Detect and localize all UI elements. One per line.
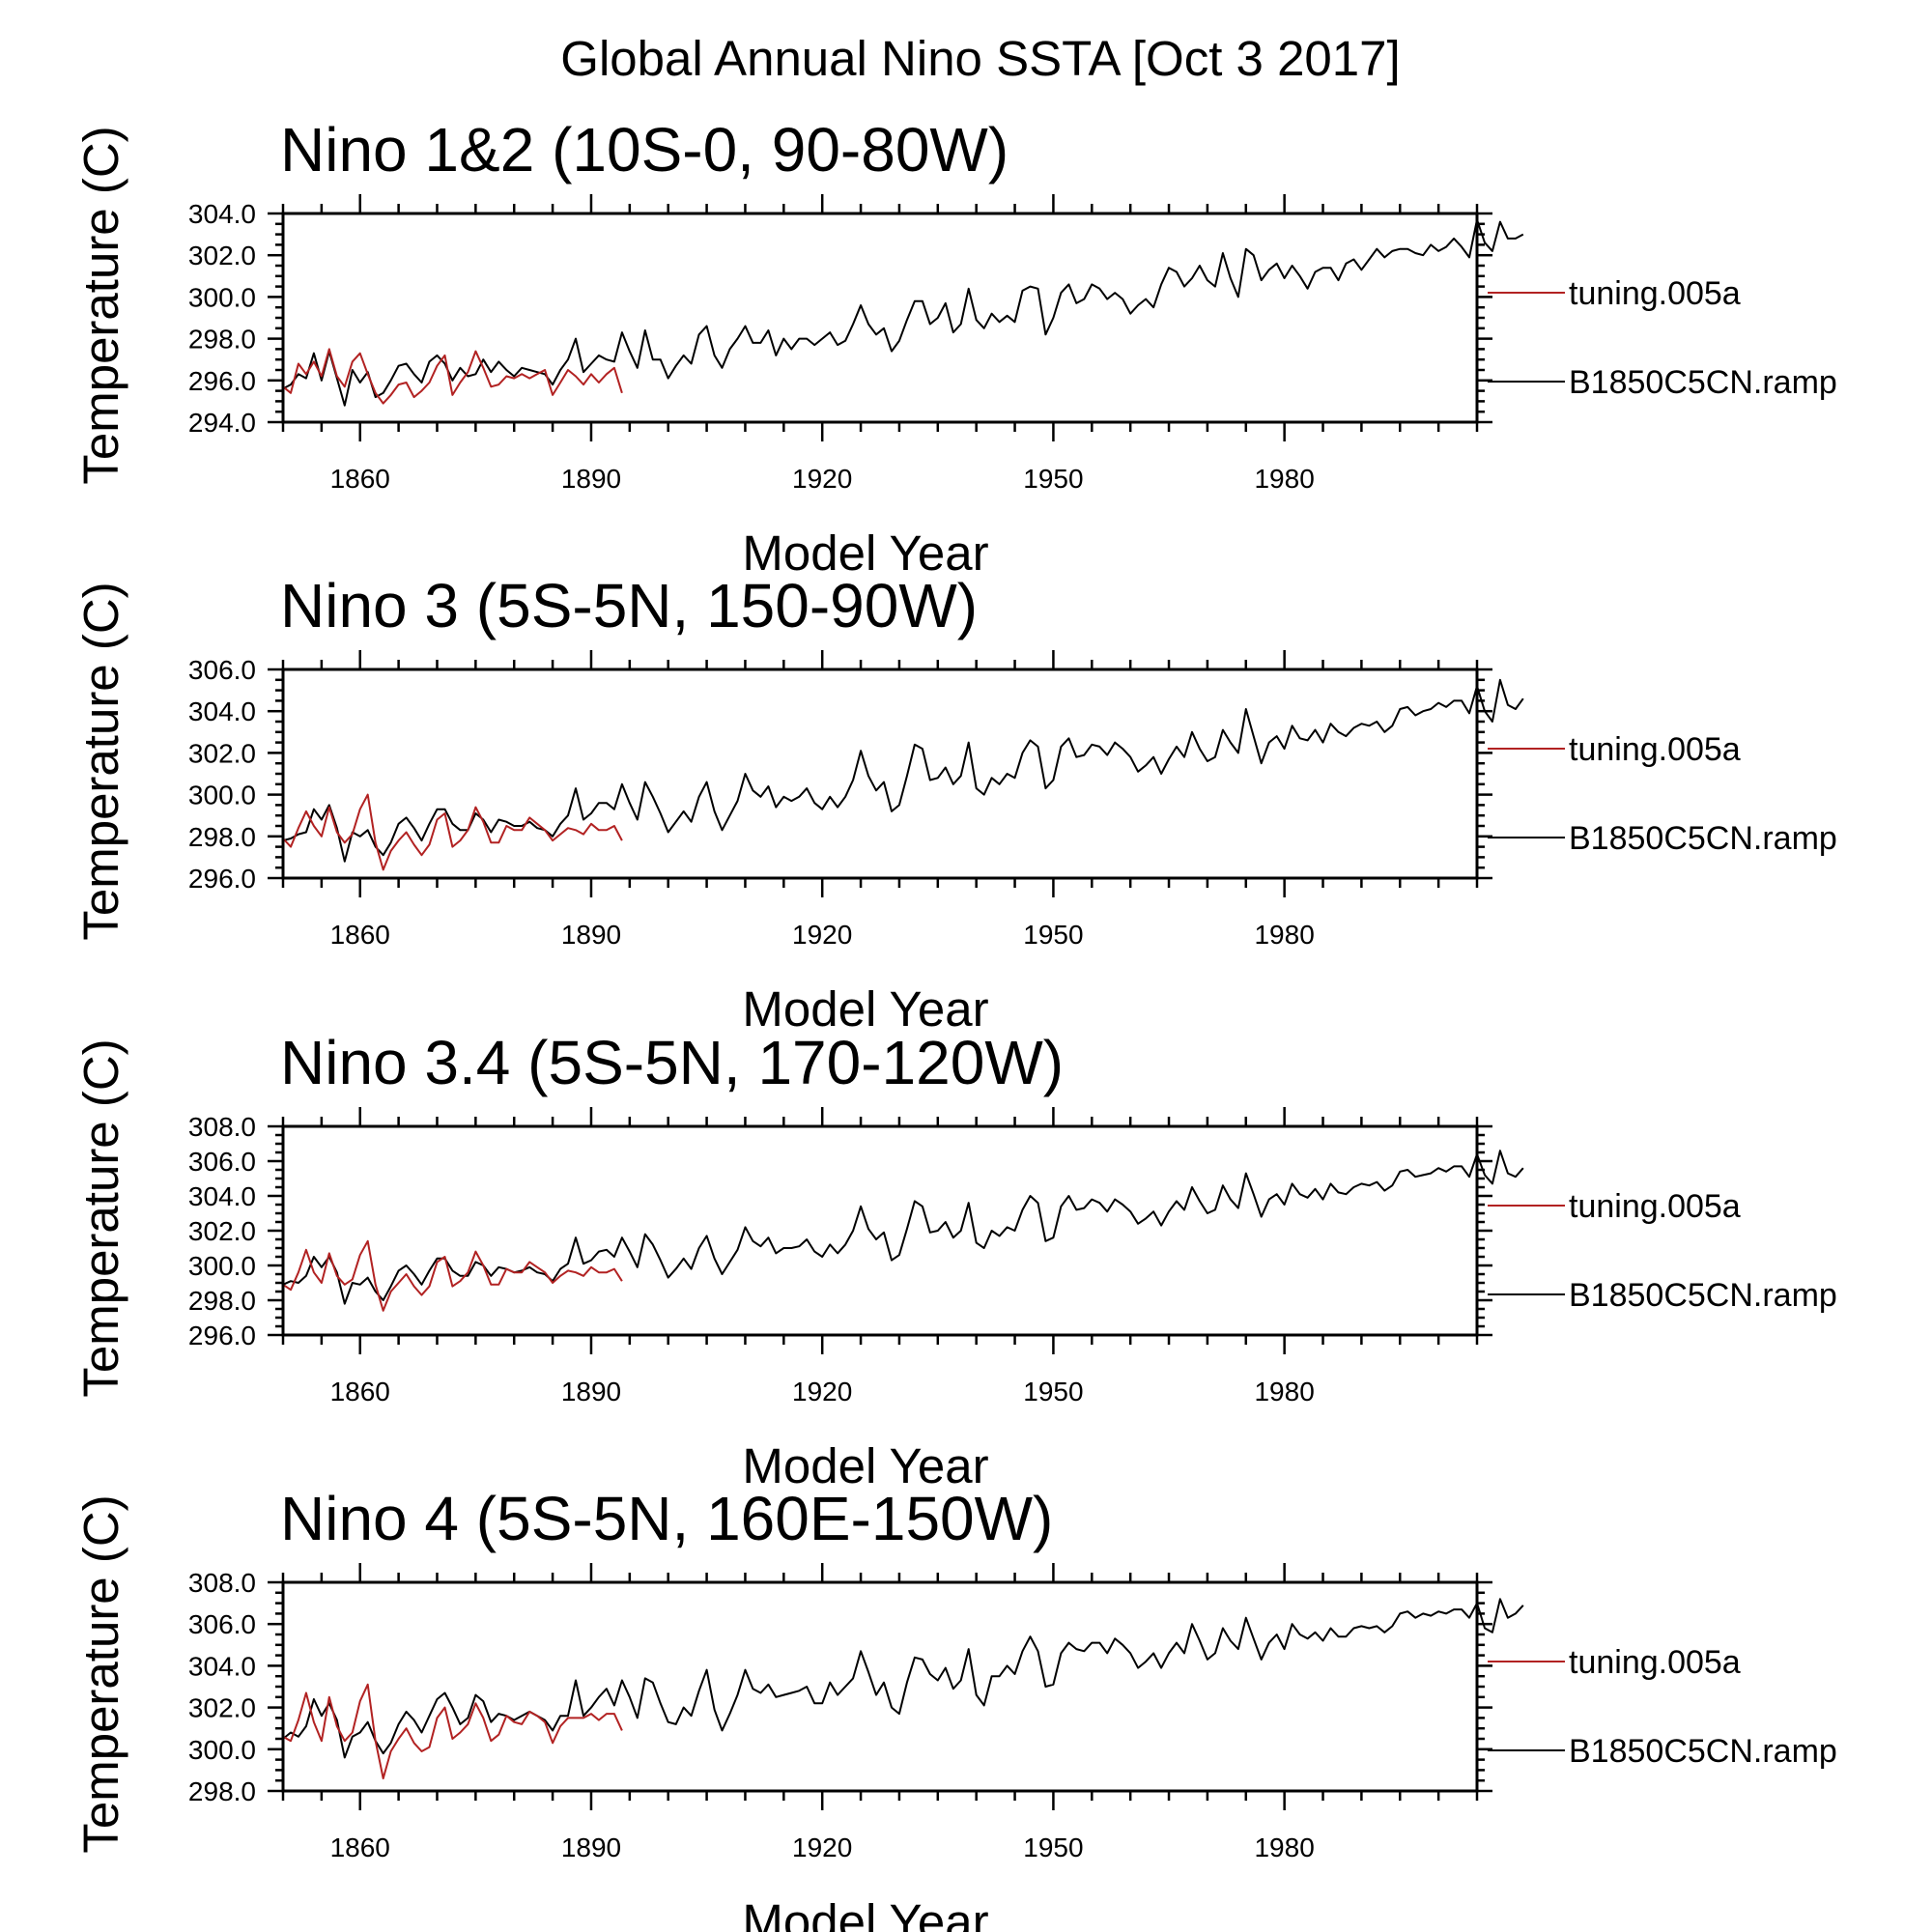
x-tick-label: 1920 bbox=[792, 1833, 852, 1862]
legend-label: tuning.005a bbox=[1569, 275, 1741, 312]
x-tick-label: 1950 bbox=[1023, 1377, 1083, 1406]
legend: tuning.005a B1850C5CN.ramp bbox=[1488, 275, 1837, 401]
y-tick-label: 302.0 bbox=[188, 738, 256, 768]
y-tick-label: 304.0 bbox=[188, 1181, 256, 1211]
legend-label: B1850C5CN.ramp bbox=[1569, 1277, 1837, 1314]
y-tick-label: 306.0 bbox=[188, 1609, 256, 1639]
y-axis-label: Temperature (C) bbox=[73, 1038, 128, 1397]
chart-panel-1: Nino 1&2 (10S-0, 90-80W) Temperature (C) M… bbox=[73, 115, 1837, 581]
x-tick-label: 1980 bbox=[1254, 1833, 1314, 1862]
x-axis-label: Model Year bbox=[742, 526, 988, 581]
legend: tuning.005a B1850C5CN.ramp bbox=[1488, 731, 1837, 857]
y-tick-label: 298.0 bbox=[188, 1286, 256, 1316]
plot-frame bbox=[281, 1580, 1479, 1793]
x-axis-label: Model Year bbox=[742, 1894, 988, 1932]
x-tick-label: 1980 bbox=[1254, 464, 1314, 494]
y-tick-label: 294.0 bbox=[188, 408, 256, 438]
x-tick-label: 1890 bbox=[561, 1377, 621, 1406]
axis-ticks bbox=[268, 1563, 1492, 1810]
series-line-b1850c5cn-ramp bbox=[282, 678, 1524, 863]
legend-label: tuning.005a bbox=[1569, 1188, 1741, 1225]
plot-frame bbox=[281, 212, 1479, 424]
y-tick-label: 298.0 bbox=[188, 325, 256, 355]
legend: tuning.005a B1850C5CN.ramp bbox=[1488, 1644, 1837, 1770]
panel-title: Nino 4 (5S-5N, 160E-150W) bbox=[280, 1484, 1053, 1553]
x-tick-label: 1920 bbox=[792, 464, 852, 494]
legend-label: B1850C5CN.ramp bbox=[1569, 364, 1837, 401]
y-tick-label: 296.0 bbox=[188, 864, 256, 894]
legend-label: tuning.005a bbox=[1569, 1644, 1741, 1681]
series-line-b1850c5cn-ramp bbox=[282, 218, 1524, 407]
x-tick-label: 1890 bbox=[561, 1833, 621, 1862]
legend-label: tuning.005a bbox=[1569, 731, 1741, 768]
x-axis-label: Model Year bbox=[742, 1438, 988, 1493]
x-axis-label: Model Year bbox=[742, 981, 988, 1037]
y-axis-label: Temperature (C) bbox=[73, 1494, 128, 1853]
series-line-tuning-005a bbox=[282, 1683, 623, 1779]
x-tick-label: 1950 bbox=[1023, 920, 1083, 950]
series-line-tuning-005a bbox=[282, 793, 623, 871]
series-line-b1850c5cn-ramp bbox=[282, 1598, 1524, 1759]
y-tick-label: 302.0 bbox=[188, 1693, 256, 1723]
axis-ticks bbox=[268, 650, 1492, 897]
y-tick-label: 298.0 bbox=[188, 1776, 256, 1806]
y-tick-label: 308.0 bbox=[188, 1568, 256, 1598]
panel-title: Nino 1&2 (10S-0, 90-80W) bbox=[280, 115, 1009, 185]
series-line-tuning-005a bbox=[282, 1239, 623, 1312]
axis-ticks bbox=[268, 194, 1492, 441]
y-tick-label: 306.0 bbox=[188, 1147, 256, 1177]
y-tick-label: 296.0 bbox=[188, 366, 256, 396]
x-tick-label: 1860 bbox=[330, 920, 390, 950]
axis-ticks bbox=[268, 1107, 1492, 1354]
x-tick-label: 1890 bbox=[561, 920, 621, 950]
x-tick-label: 1890 bbox=[561, 464, 621, 494]
y-tick-label: 298.0 bbox=[188, 822, 256, 852]
y-tick-label: 300.0 bbox=[188, 781, 256, 810]
figure-title: Global Annual Nino SSTA [Oct 3 2017] bbox=[560, 31, 1400, 86]
x-tick-label: 1950 bbox=[1023, 464, 1083, 494]
plot-frame bbox=[281, 1124, 1479, 1337]
y-tick-label: 300.0 bbox=[188, 282, 256, 312]
y-tick-label: 300.0 bbox=[188, 1251, 256, 1281]
y-axis-label: Temperature (C) bbox=[73, 582, 128, 940]
x-tick-label: 1980 bbox=[1254, 920, 1314, 950]
series-line-b1850c5cn-ramp bbox=[282, 1150, 1524, 1305]
y-tick-label: 304.0 bbox=[188, 199, 256, 229]
y-tick-label: 302.0 bbox=[188, 241, 256, 270]
y-tick-label: 300.0 bbox=[188, 1735, 256, 1765]
y-tick-label: 302.0 bbox=[188, 1216, 256, 1246]
legend: tuning.005a B1850C5CN.ramp bbox=[1488, 1188, 1837, 1314]
legend-label: B1850C5CN.ramp bbox=[1569, 820, 1837, 857]
x-tick-label: 1920 bbox=[792, 920, 852, 950]
panel-title: Nino 3 (5S-5N, 150-90W) bbox=[280, 571, 978, 640]
x-tick-label: 1980 bbox=[1254, 1377, 1314, 1406]
panel-title: Nino 3.4 (5S-5N, 170-120W) bbox=[280, 1028, 1064, 1097]
chart-panel-3: Nino 3.4 (5S-5N, 170-120W) Temperature (C… bbox=[73, 1028, 1837, 1493]
y-tick-label: 296.0 bbox=[188, 1321, 256, 1350]
chart-panels: Nino 1&2 (10S-0, 90-80W) Temperature (C) M… bbox=[73, 115, 1837, 1932]
x-tick-label: 1950 bbox=[1023, 1833, 1083, 1862]
legend-label: B1850C5CN.ramp bbox=[1569, 1733, 1837, 1770]
y-tick-label: 304.0 bbox=[188, 1651, 256, 1681]
chart-panel-2: Nino 3 (5S-5N, 150-90W) Temperature (C) Mo… bbox=[73, 571, 1837, 1037]
chart-panel-4: Nino 4 (5S-5N, 160E-150W) Temperature (C)… bbox=[73, 1484, 1837, 1932]
x-tick-label: 1860 bbox=[330, 1833, 390, 1862]
plot-frame bbox=[281, 668, 1479, 880]
x-tick-label: 1920 bbox=[792, 1377, 852, 1406]
y-tick-label: 304.0 bbox=[188, 696, 256, 726]
x-tick-label: 1860 bbox=[330, 464, 390, 494]
y-tick-label: 308.0 bbox=[188, 1112, 256, 1142]
x-tick-label: 1860 bbox=[330, 1377, 390, 1406]
series-line-tuning-005a bbox=[282, 348, 623, 405]
y-axis-label: Temperature (C) bbox=[73, 126, 128, 484]
y-tick-label: 306.0 bbox=[188, 655, 256, 685]
